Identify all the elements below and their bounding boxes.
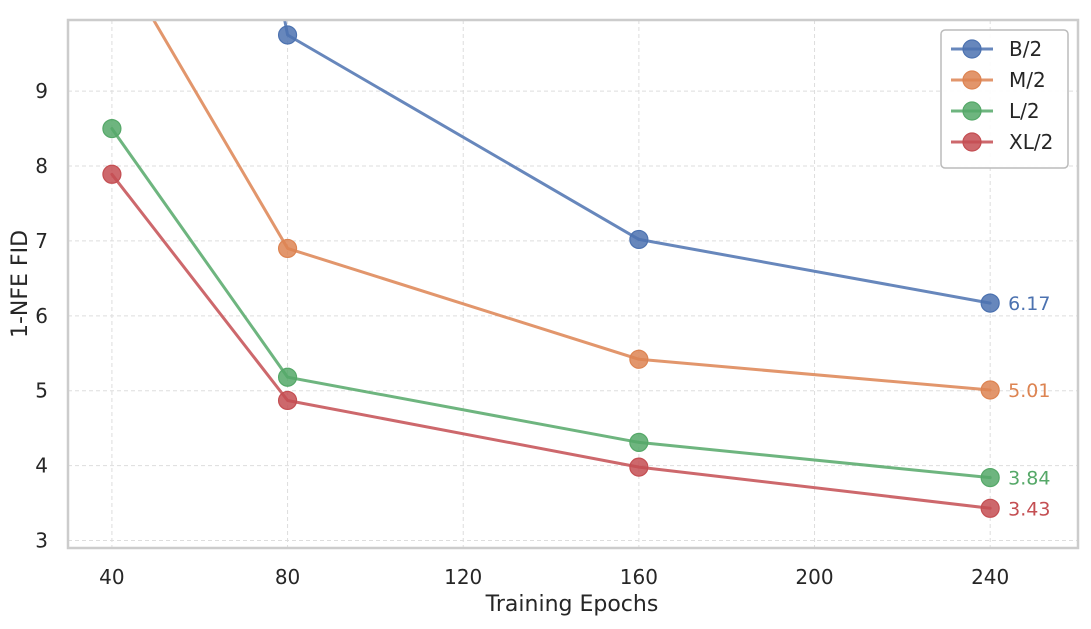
y-tick-label: 7 [35, 229, 48, 253]
plot-frame [66, 18, 1080, 550]
y-axis-label: 1-NFE FID [8, 230, 33, 338]
data-point [629, 229, 649, 250]
series-line [151, 20, 992, 392]
legend-label: L/2 [1009, 99, 1040, 123]
series-line [283, 20, 992, 305]
legend-marker [962, 101, 982, 121]
data-point [980, 468, 1000, 488]
y-tick-labels: 3 4 5 6 7 8 9 [35, 79, 48, 552]
end-value-label: 5.01 [1008, 380, 1050, 402]
y-tick-label: 6 [35, 304, 48, 328]
end-value-label: 6.17 [1008, 293, 1050, 315]
data-point [629, 349, 649, 369]
x-axis-label: Training Epochs [485, 592, 659, 617]
data-point [629, 457, 649, 477]
x-tick-label: 200 [795, 565, 833, 589]
series-lines [110, 20, 992, 510]
x-tick-label: 240 [971, 565, 1009, 589]
data-point [277, 25, 298, 45]
data-point [629, 432, 649, 452]
series-line [110, 127, 992, 480]
data-point [277, 367, 298, 387]
data-point [980, 293, 1000, 313]
x-tick-label: 80 [275, 565, 300, 589]
data-point [277, 390, 298, 411]
legend-marker [962, 39, 982, 59]
data-point [102, 164, 122, 184]
series-points [102, 25, 1000, 518]
end-value-label: 3.84 [1008, 468, 1050, 490]
legend-label: B/2 [1009, 37, 1042, 61]
data-point [277, 238, 298, 259]
y-tick-label: 3 [35, 529, 48, 553]
legend-marker [962, 132, 982, 152]
y-tick-label: 9 [35, 79, 48, 103]
series-line [110, 172, 992, 510]
data-point [980, 498, 1000, 518]
x-tick-label: 120 [444, 565, 482, 589]
y-tick-label: 4 [35, 454, 48, 478]
data-point [102, 118, 122, 139]
x-tick-label: 160 [620, 565, 658, 589]
data-point [980, 380, 1000, 400]
end-labels: 6.17 5.01 3.84 3.43 [1008, 293, 1050, 520]
legend-label: M/2 [1009, 68, 1046, 92]
plot-background [68, 20, 1078, 548]
legend-marker [962, 70, 982, 90]
x-tick-label: 40 [99, 565, 124, 589]
y-tick-label: 8 [35, 154, 48, 178]
y-tick-label: 5 [35, 379, 48, 403]
legend-label: XL/2 [1009, 130, 1053, 154]
legend: B/2 M/2 L/2 XL/2 [940, 29, 1069, 169]
x-tick-labels: 40 80 120 160 200 240 [99, 565, 1009, 589]
grid [68, 20, 1078, 548]
end-value-label: 3.43 [1008, 498, 1050, 520]
